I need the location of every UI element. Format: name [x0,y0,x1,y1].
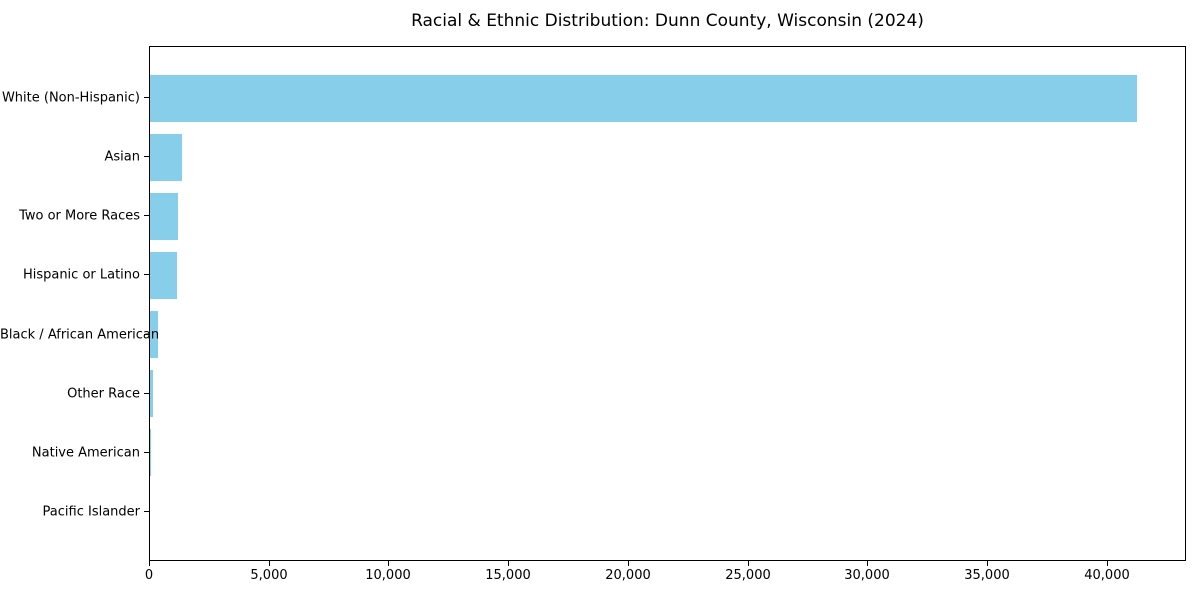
plot-area [149,46,1186,561]
x-tick-mark [867,561,868,566]
x-tick-label: 10,000 [365,568,411,583]
bar-hispanic-or-latino [150,251,177,299]
x-tick-mark [628,561,629,566]
y-tick-label: White (Non-Hispanic) [1,90,140,106]
y-tick-mark [144,215,149,216]
bar-white-non-hispanic [150,74,1137,122]
bar-two-or-more-races [150,192,178,240]
y-tick-mark [144,274,149,275]
y-tick-label: Pacific Islander [42,504,140,520]
x-tick-label: 15,000 [485,568,531,583]
y-tick-mark [144,393,149,394]
x-tick-label: 35,000 [964,568,1010,583]
y-tick-label: Black / African American [0,327,160,343]
x-tick-mark [1107,561,1108,566]
bar-native-american [150,429,151,477]
bar-black-african-american [150,311,158,359]
y-tick-mark [144,511,149,512]
x-tick-label: 5,000 [250,568,288,583]
x-tick-label: 40,000 [1084,568,1130,583]
x-tick-mark [149,561,150,566]
x-tick-label: 25,000 [725,568,771,583]
x-tick-label: 0 [144,568,154,583]
x-tick-mark [987,561,988,566]
x-tick-mark [269,561,270,566]
y-tick-mark [144,97,149,98]
x-tick-mark [508,561,509,566]
x-tick-mark [388,561,389,566]
y-tick-label: Native American [31,445,140,461]
bar-asian [150,133,182,181]
x-tick-label: 20,000 [605,568,651,583]
bar-other-race [150,370,153,418]
chart-title: Racial & Ethnic Distribution: Dunn Count… [411,11,924,31]
y-tick-label: Other Race [67,386,140,402]
y-tick-mark [144,334,149,335]
y-tick-mark [144,156,149,157]
y-tick-label: Asian [104,149,140,165]
y-tick-label: Hispanic or Latino [22,267,140,283]
x-tick-mark [748,561,749,566]
y-tick-mark [144,452,149,453]
x-tick-label: 30,000 [844,568,890,583]
y-tick-label: Two or More Races [19,208,140,224]
